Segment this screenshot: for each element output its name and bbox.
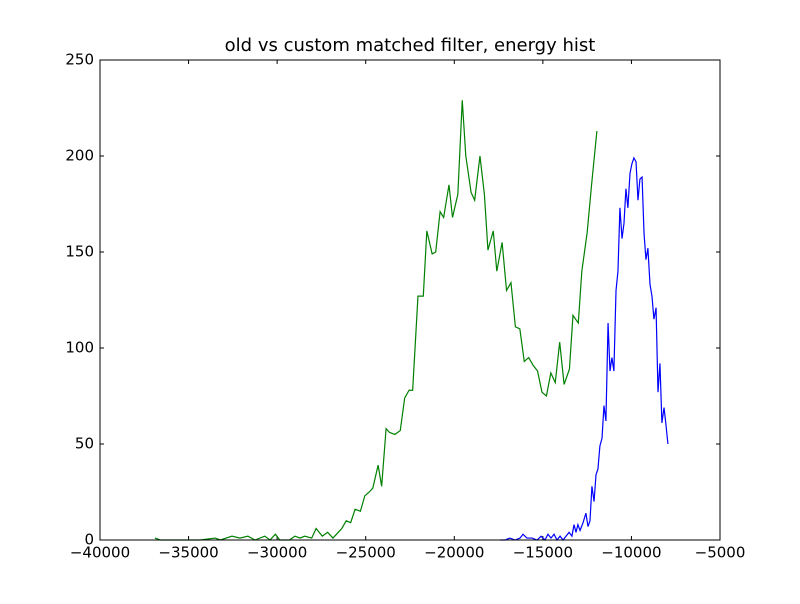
plot-frame bbox=[99, 59, 721, 541]
x-tick-label: −25000 bbox=[336, 544, 396, 562]
y-tick-label: 200 bbox=[65, 147, 94, 165]
x-tick-label: −15000 bbox=[513, 544, 573, 562]
chart-title: old vs custom matched filter, energy his… bbox=[225, 35, 596, 56]
y-tick-label: 0 bbox=[84, 531, 94, 549]
x-tick-label: −40000 bbox=[70, 544, 130, 562]
y-tick-label: 50 bbox=[75, 435, 94, 453]
y-tick-label: 150 bbox=[65, 243, 94, 261]
x-tick-label: −5000 bbox=[695, 544, 746, 562]
x-tick-label: −35000 bbox=[158, 544, 218, 562]
x-tick-label: −10000 bbox=[601, 544, 661, 562]
y-tick-label: 250 bbox=[65, 51, 94, 69]
x-tick-label: −20000 bbox=[424, 544, 484, 562]
y-tick-label: 100 bbox=[65, 339, 94, 357]
series-line bbox=[499, 156, 669, 542]
x-tick-label: −30000 bbox=[247, 544, 307, 562]
